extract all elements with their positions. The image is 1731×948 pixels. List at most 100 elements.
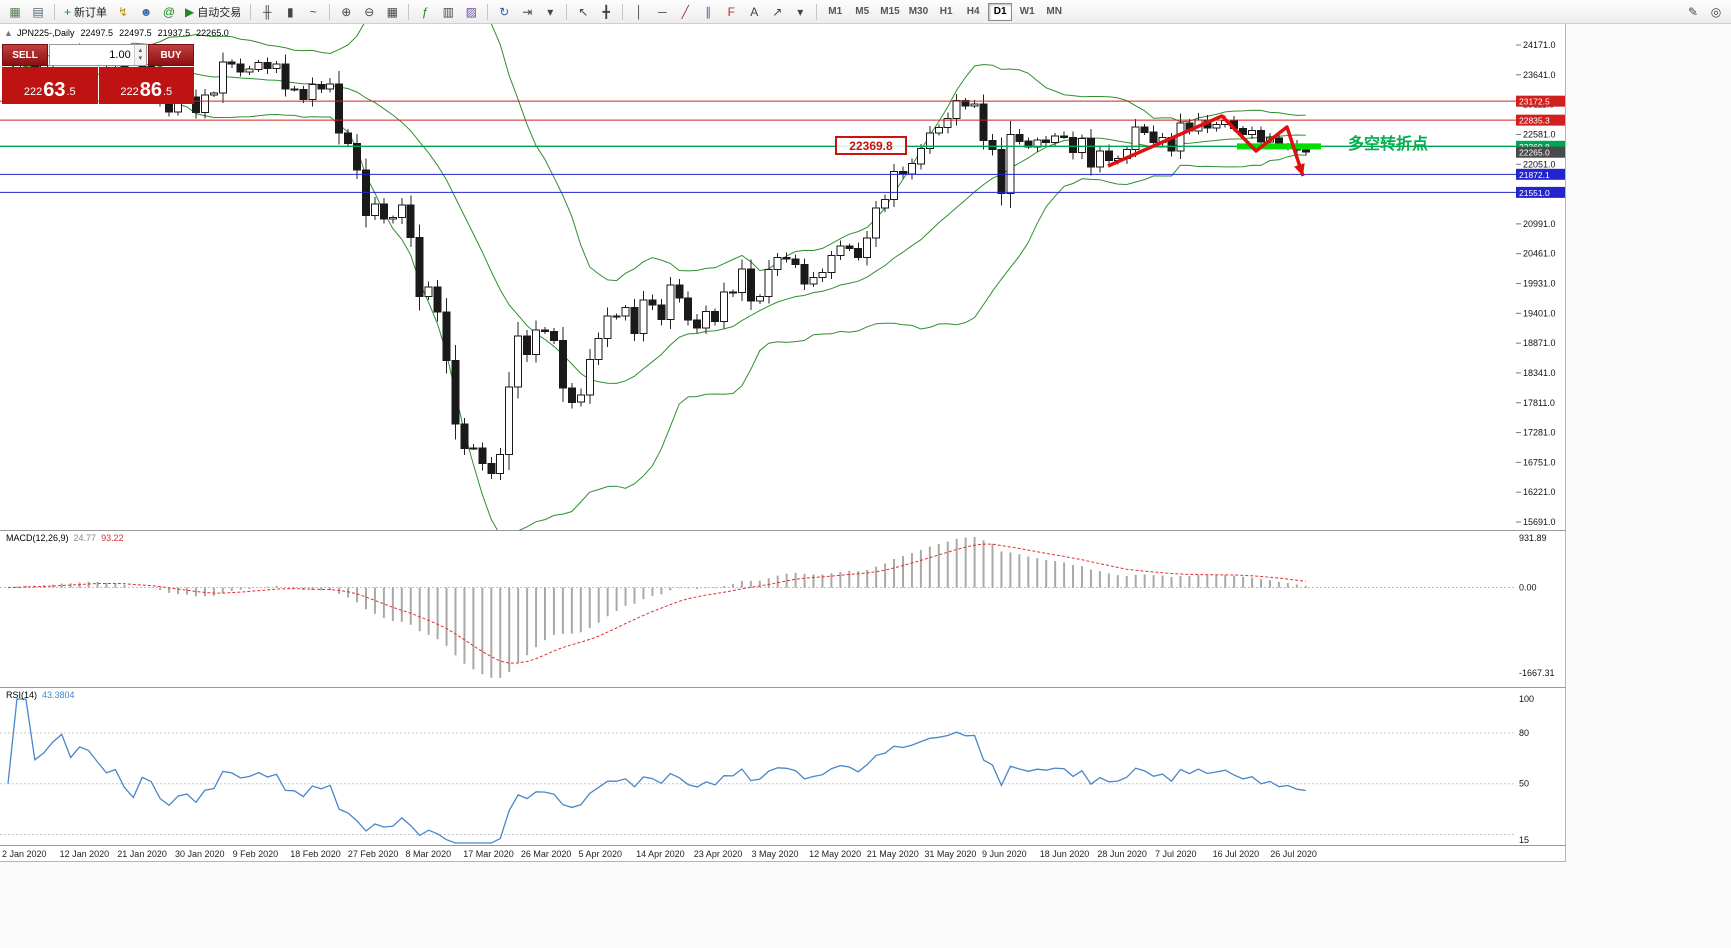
expert-advisors-icon[interactable]: ↯ bbox=[117, 4, 129, 19]
y-axis-label: 20991.0 bbox=[1523, 219, 1556, 229]
y-axis-label: 19931.0 bbox=[1523, 279, 1556, 289]
x-axis-label: 8 Mar 2020 bbox=[406, 849, 452, 859]
y-axis-label: 16221.0 bbox=[1523, 487, 1556, 497]
channel-icon[interactable]: ∥ bbox=[705, 4, 712, 19]
timeframe-button-w1[interactable]: W1 bbox=[1019, 6, 1035, 17]
autoscroll-icon[interactable]: ↻ bbox=[499, 4, 510, 19]
rsi-value: 43.3804 bbox=[42, 690, 75, 700]
objects-dropdown-icon[interactable]: ▾ bbox=[797, 4, 804, 19]
chart-dropdown-icon[interactable]: ▾ bbox=[547, 4, 554, 19]
price-line-axis-label: 22835.3 bbox=[1519, 116, 1550, 126]
x-axis-label: 2 Jan 2020 bbox=[2, 849, 47, 859]
y-axis-label: 17281.0 bbox=[1523, 428, 1556, 438]
profiles-icon[interactable]: ▤ bbox=[32, 4, 44, 19]
turning-point-label[interactable]: 多空转折点 bbox=[1348, 136, 1429, 153]
line-chart-icon[interactable]: ~ bbox=[309, 4, 317, 19]
x-axis-label: 26 Jul 2020 bbox=[1270, 849, 1317, 859]
volume-input[interactable] bbox=[50, 45, 134, 65]
macd-signal-value: 93.22 bbox=[101, 533, 124, 543]
toolbar-separator bbox=[566, 3, 568, 20]
one-click-collapse-button[interactable]: ▲ bbox=[4, 28, 13, 38]
tile-windows-icon[interactable]: ▦ bbox=[386, 4, 398, 19]
community-icon[interactable]: @ bbox=[162, 4, 176, 19]
volume-up-button[interactable]: ▴ bbox=[138, 47, 143, 54]
toolbar-separator bbox=[408, 3, 410, 20]
buy-price-big: 86 bbox=[139, 79, 162, 101]
y-axis-label: 19401.0 bbox=[1523, 308, 1556, 318]
new-chart-icon[interactable]: ▦ bbox=[9, 4, 21, 19]
timeframe-button-h4[interactable]: H4 bbox=[966, 6, 980, 17]
timeframe-button-m15[interactable]: M15 bbox=[880, 6, 900, 17]
bar-chart-icon[interactable]: ╫ bbox=[262, 4, 272, 19]
y-axis-label: 24171.0 bbox=[1523, 40, 1556, 50]
macd-main-value: 24.77 bbox=[73, 533, 97, 543]
symbol-period: JPN225-,Daily bbox=[17, 28, 75, 38]
sell-button[interactable]: SELL bbox=[2, 44, 48, 66]
trend-arrowhead bbox=[1294, 163, 1305, 176]
volume-down-button[interactable]: ▾ bbox=[138, 55, 143, 62]
autotrading-button[interactable]: ▶ 自动交易 bbox=[185, 4, 242, 19]
buy-price-suffix: .5 bbox=[162, 86, 173, 98]
ohlc-close: 22265.0 bbox=[196, 28, 229, 38]
candlesticks[interactable] bbox=[4, 43, 1310, 480]
templates-icon[interactable]: ▨ bbox=[465, 4, 477, 19]
accounts-icon[interactable]: ☻ bbox=[139, 4, 153, 19]
crosshair-icon[interactable]: ╋ bbox=[602, 4, 610, 19]
toolbar: ▦ ▤ + 新订单 ↯ ☻ @ ▶ 自动交易 ╫ ▮ ~ ⊕ ⊖ ▦ ƒ ▥ ▨ ↻ ⇥ ▾ ↖ ╋ │ ─ ╱ ∥ F A ↗ ▾ M1 M5… bbox=[0, 0, 1731, 24]
timeframe-button-h1[interactable]: H1 bbox=[939, 6, 953, 17]
x-axis-label: 3 May 2020 bbox=[751, 849, 798, 859]
x-axis-label: 21 Jan 2020 bbox=[117, 849, 167, 859]
indicators-icon[interactable]: ƒ bbox=[421, 4, 429, 19]
timeframe-button-m1[interactable]: M1 bbox=[828, 6, 843, 17]
y-axis-label: 17811.0 bbox=[1523, 398, 1555, 408]
chart-canvas[interactable]: 24171.023641.023111.022581.022051.021521… bbox=[0, 24, 1566, 862]
horizontal-line-icon[interactable]: ─ bbox=[657, 4, 667, 19]
edit-icon[interactable]: ✎ bbox=[1687, 4, 1699, 19]
sell-price[interactable]: 222 63.5 bbox=[2, 67, 98, 104]
sell-price-prefix: 222 bbox=[23, 86, 43, 98]
trendline-icon[interactable]: ╱ bbox=[681, 4, 689, 19]
zoom-out-icon[interactable]: ⊖ bbox=[364, 4, 375, 19]
x-axis-label: 9 Feb 2020 bbox=[233, 849, 279, 859]
sell-price-big: 63 bbox=[43, 79, 66, 101]
fibonacci-icon[interactable]: F bbox=[727, 4, 735, 19]
rsi-title: RSI(14) bbox=[6, 690, 38, 700]
timeframe-button-m5[interactable]: M5 bbox=[855, 6, 870, 17]
rsi-axis-label: 50 bbox=[1519, 779, 1529, 789]
text-icon[interactable]: A bbox=[750, 4, 759, 19]
x-axis-label: 21 May 2020 bbox=[867, 849, 919, 859]
x-axis-label: 30 Jan 2020 bbox=[175, 849, 225, 859]
search-icon[interactable]: ◎ bbox=[1710, 4, 1722, 19]
timeframe-button-d1[interactable]: D1 bbox=[988, 2, 1013, 21]
candlestick-chart-icon[interactable]: ▮ bbox=[286, 4, 294, 19]
timeframe-button-mn[interactable]: MN bbox=[1046, 6, 1062, 17]
timeframe-button-m30[interactable]: M30 bbox=[908, 6, 929, 17]
chart-shift-icon[interactable]: ⇥ bbox=[522, 4, 533, 19]
price-line-axis-label: 23172.5 bbox=[1519, 97, 1550, 107]
periods-icon[interactable]: ▥ bbox=[442, 4, 454, 19]
toolbar-separator bbox=[487, 3, 489, 20]
buy-button[interactable]: BUY bbox=[148, 44, 194, 66]
ohlc-low: 21937.5 bbox=[157, 28, 191, 38]
toolbar-separator bbox=[250, 3, 252, 20]
trend-arrow[interactable] bbox=[1107, 114, 1305, 177]
price-callout-label[interactable]: 22369.8 bbox=[835, 136, 907, 155]
y-axis-label: 20461.0 bbox=[1523, 249, 1556, 259]
x-axis-label: 7 Jul 2020 bbox=[1155, 849, 1197, 859]
macd-indicator-label: MACD(12,26,9) 24.77 93.22 bbox=[6, 533, 124, 543]
zoom-in-icon[interactable]: ⊕ bbox=[341, 4, 352, 19]
x-axis-label: 16 Jul 2020 bbox=[1213, 849, 1260, 859]
buy-price[interactable]: 222 86.5 bbox=[98, 67, 194, 104]
arrows-icon[interactable]: ↗ bbox=[772, 4, 783, 19]
x-axis-label: 27 Feb 2020 bbox=[348, 849, 399, 859]
rsi-axis-label: 100 bbox=[1519, 694, 1534, 704]
vertical-line-icon[interactable]: │ bbox=[635, 4, 644, 19]
rsi-indicator-label: RSI(14) 43.3804 bbox=[6, 690, 75, 700]
new-order-button[interactable]: + 新订单 bbox=[64, 4, 108, 19]
macd-axis-label: 931.89 bbox=[1519, 533, 1547, 543]
cursor-icon[interactable]: ↖ bbox=[578, 4, 589, 19]
x-axis-label: 14 Apr 2020 bbox=[636, 849, 685, 859]
y-axis-label: 16751.0 bbox=[1523, 457, 1556, 467]
volume-spinner: ▴ ▾ bbox=[133, 45, 146, 65]
y-axis-label: 18871.0 bbox=[1523, 338, 1556, 348]
